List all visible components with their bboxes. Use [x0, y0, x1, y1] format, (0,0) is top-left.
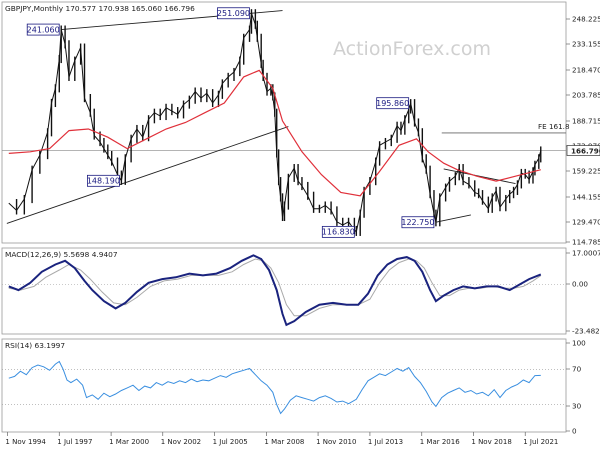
panel-frame-2 — [1, 338, 567, 433]
date-tick-label: 1 Jul 1997 — [57, 438, 92, 446]
date-tick-label: 1 Jul 2005 — [213, 438, 248, 446]
date-tick-label: 1 Jul 2021 — [523, 438, 558, 446]
date-tick-label: 1 Nov 2010 — [316, 438, 356, 446]
price-annotation-box — [217, 7, 250, 20]
price-annotation-box — [26, 23, 60, 36]
macd-header: MACD(12,26,9) 5.5698 4.9407 — [5, 250, 118, 259]
price-annotation-box — [401, 216, 435, 229]
rsi-header: RSI(14) 63.1997 — [5, 341, 65, 350]
price-header: GBPJPY,Monthly 170.577 170.938 165.060 1… — [5, 4, 195, 13]
price-annotation-box — [87, 174, 120, 187]
date-tick-label: 1 Mar 2016 — [420, 438, 460, 446]
price-ytick-label: 248.225 — [572, 15, 600, 24]
price-annotation-label: 195.860 — [376, 99, 409, 108]
price-annotation-label: 241.060 — [27, 25, 60, 34]
price-ytick-label: 218.470 — [572, 66, 600, 75]
price-annotation-box — [376, 97, 410, 110]
date-tick-label: 1 Jul 2013 — [368, 438, 403, 446]
rsi-line — [8, 360, 541, 415]
price-annotation-box — [321, 225, 355, 238]
price-series-line — [8, 13, 542, 233]
trendline-2 — [435, 214, 471, 223]
price-ytick-label: 129.470 — [572, 218, 600, 227]
price-ytick-label: 188.715 — [572, 117, 600, 126]
price-ytick-label: 233.155 — [572, 40, 600, 49]
date-tick-label: 1 Mar 2000 — [109, 438, 149, 446]
macd-ytick-label: 17.0007 — [572, 249, 600, 258]
price-ytick-label: 114.785 — [572, 238, 600, 247]
price-ytick-label: 144.155 — [572, 193, 600, 202]
rsi-ytick-label: 70 — [572, 365, 582, 374]
price-ytick-label: 159.225 — [572, 167, 600, 176]
macd-signal-line — [8, 258, 542, 317]
rsi-ytick-label: 0 — [572, 427, 577, 436]
moving-average-line — [8, 69, 541, 197]
trendline-1 — [6, 126, 289, 224]
price-annotation-label: 251.090 — [217, 9, 250, 18]
date-tick-label: 1 Nov 1994 — [5, 438, 46, 446]
macd-line — [8, 254, 542, 327]
watermark: ActionForex.com — [333, 38, 491, 60]
macd-ytick-label: 0.00 — [572, 280, 588, 289]
price-annotation-label: 148.190 — [87, 177, 120, 186]
rsi-ytick-label: 100 — [572, 339, 586, 348]
date-tick-label: 1 Mar 2008 — [264, 438, 304, 446]
date-tick-label: 1 Nov 2018 — [471, 438, 511, 446]
date-tick-label: 1 Nov 2002 — [161, 438, 201, 446]
trendline-extension-0 — [251, 10, 283, 14]
panel-frame-0 — [1, 1, 567, 244]
fe-level-label: FE 161.8 — [538, 122, 570, 131]
price-annotation-label: 122.750 — [401, 218, 434, 227]
last-price-label: 166.796 — [571, 146, 600, 155]
last-price-box — [566, 145, 600, 156]
trendline-3 — [443, 168, 516, 185]
price-annotation-label: 116.830 — [322, 228, 355, 237]
panel-frame-1 — [1, 247, 567, 335]
macd-ytick-label: -23.4823 — [572, 327, 600, 336]
rsi-ytick-label: 30 — [572, 402, 582, 411]
price-ytick-label: 203.785 — [572, 91, 600, 100]
